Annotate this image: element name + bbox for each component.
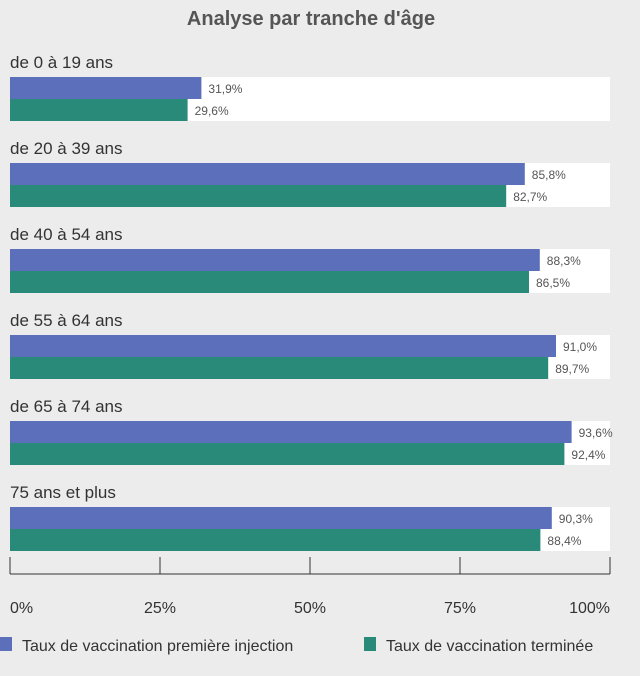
bar — [10, 421, 572, 443]
bar — [10, 99, 188, 121]
data-label: 91,0% — [563, 340, 597, 354]
category-label: de 40 à 54 ans — [10, 225, 122, 244]
data-label: 93,6% — [579, 426, 613, 440]
bar — [10, 529, 541, 551]
category-label: 75 ans et plus — [10, 483, 116, 502]
tick-label: 75% — [444, 600, 476, 617]
bar — [10, 357, 549, 379]
bar-group: 75 ans et plus 90,3% 88,4% — [10, 483, 610, 551]
data-label: 88,3% — [547, 254, 581, 268]
x-axis: 0% 25% 50% 75% 100% — [9, 557, 611, 617]
bar — [10, 443, 565, 465]
bar — [10, 249, 540, 271]
category-label: de 55 à 64 ans — [10, 311, 122, 330]
bar — [10, 185, 507, 207]
data-label: 85,8% — [532, 168, 566, 182]
bar — [10, 163, 525, 185]
bar — [10, 77, 202, 99]
bar-group: de 0 à 19 ans 31,9% 29,6% — [10, 53, 610, 121]
bar-group: de 40 à 54 ans 88,3% 86,5% — [10, 225, 610, 293]
bar-groups: de 0 à 19 ans 31,9% 29,6% de 20 à 39 ans 85,… — [10, 53, 613, 551]
data-label: 29,6% — [195, 104, 229, 118]
data-label: 86,5% — [536, 276, 570, 290]
category-label: de 65 à 74 ans — [10, 397, 122, 416]
legend-entry: Taux de vaccination terminée — [386, 638, 593, 655]
bar — [10, 335, 556, 357]
tick-label: 0% — [10, 600, 33, 617]
bar-group: de 55 à 64 ans 91,0% 89,7% — [10, 311, 610, 379]
category-label: de 20 à 39 ans — [10, 139, 122, 158]
bar — [10, 507, 552, 529]
chart-title: Analyse par tranche d'âge — [187, 8, 435, 30]
tick-label: 25% — [144, 600, 176, 617]
bar — [10, 271, 529, 293]
category-label: de 0 à 19 ans — [10, 53, 113, 72]
tick-label: 100% — [569, 600, 610, 617]
data-label: 31,9% — [208, 82, 242, 96]
bar-group: de 65 à 74 ans 93,6% 92,4% — [10, 397, 613, 465]
data-label: 92,4% — [571, 448, 605, 462]
legend-swatch — [364, 637, 376, 651]
legend: Taux de vaccination première injection Ta… — [0, 637, 593, 655]
tick-label: 50% — [294, 600, 326, 617]
legend-entry: Taux de vaccination première injection — [22, 638, 293, 655]
bar-group: de 20 à 39 ans 85,8% 82,7% — [10, 139, 610, 207]
data-label: 89,7% — [555, 362, 589, 376]
data-label: 82,7% — [513, 190, 547, 204]
legend-swatch — [0, 637, 12, 651]
data-label: 90,3% — [559, 512, 593, 526]
data-label: 88,4% — [547, 534, 581, 548]
